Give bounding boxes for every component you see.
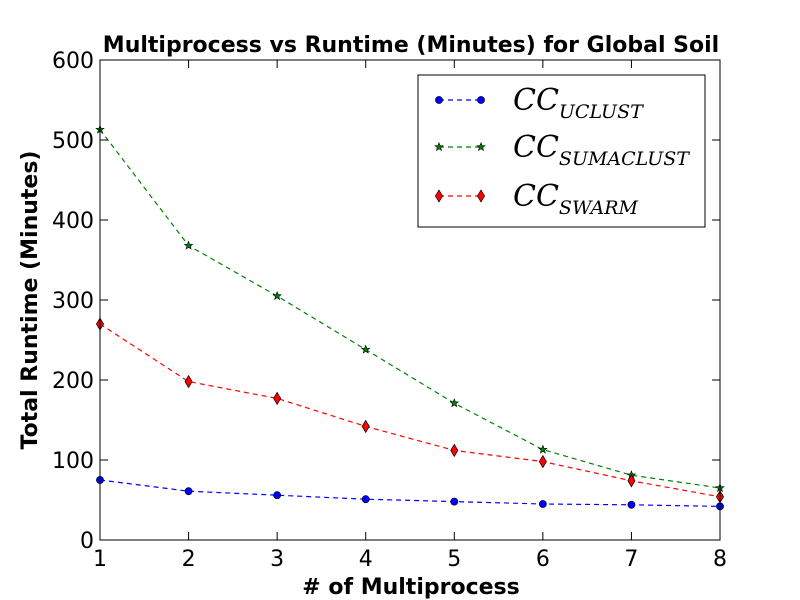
y-tick-label: 100: [52, 449, 94, 474]
x-tick-label: 1: [93, 547, 107, 572]
data-point: [538, 444, 548, 454]
legend-subscript: SUMACLUST: [559, 148, 690, 170]
data-point: [272, 290, 282, 301]
y-tick-label: 300: [52, 289, 94, 314]
data-point: [184, 374, 193, 389]
y-tick-label: 200: [52, 369, 94, 394]
legend-subscript: SWARM: [559, 197, 639, 219]
data-point: [627, 500, 636, 509]
y-axis-label: Total Runtime (Minutes): [18, 151, 43, 450]
x-tick-label: 2: [182, 547, 196, 572]
data-point: [183, 240, 194, 250]
plot-area: 1 2 3 4 5 6 7 8 0 100 200 300 400 500 600 CCUCLUSTCCSUM…: [52, 49, 727, 572]
y-tick-label: 400: [52, 209, 94, 234]
data-point: [360, 344, 371, 354]
data-point: [450, 497, 459, 506]
y-tick-label: 0: [80, 529, 94, 554]
x-tick-label: 6: [536, 547, 550, 572]
data-point: [361, 419, 370, 434]
x-tick-label: 3: [270, 547, 284, 572]
data-point: [538, 500, 547, 508]
data-point: [449, 398, 460, 408]
x-tick-label: 8: [713, 547, 727, 572]
series-line-2: [99, 129, 721, 489]
legend-marker: [477, 96, 485, 104]
legend-marker: [434, 141, 444, 152]
data-point: [361, 495, 370, 504]
data-point: [273, 491, 282, 500]
legend-marker: [435, 96, 443, 104]
y-tick-label: 500: [52, 129, 94, 154]
series-line-3: [99, 323, 721, 498]
series-line-1: [99, 479, 721, 507]
y-tick-label: 600: [52, 49, 94, 74]
chart-title: Multiprocess vs Runtime (Minutes) for Gl…: [103, 33, 719, 58]
legend-marker: [434, 189, 444, 203]
data-point: [273, 391, 282, 406]
legend-marker: [476, 189, 486, 203]
data-point: [627, 474, 636, 488]
legend-box: [417, 74, 706, 228]
x-tick-label: 7: [624, 547, 638, 572]
data-point: [538, 454, 547, 469]
legend-marker: [476, 141, 486, 152]
data-point: [184, 487, 193, 496]
legend-subscript: UCLUST: [559, 101, 644, 123]
x-axis-label: # of Multiprocess: [302, 575, 519, 600]
x-tick-label: 5: [447, 547, 461, 572]
x-tick-label: 4: [359, 547, 373, 572]
data-point: [450, 443, 459, 458]
